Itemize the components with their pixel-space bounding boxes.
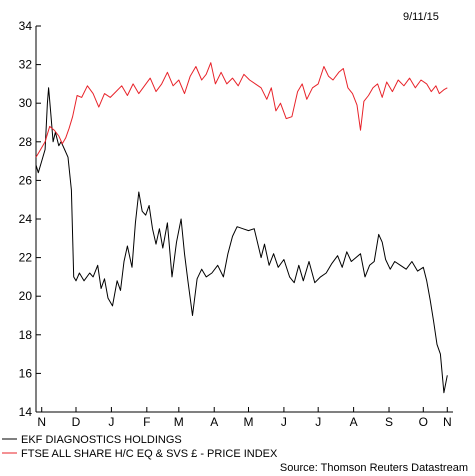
y-axis: 14 16 18 20 22 24 26 28 30 32 34: [19, 19, 41, 419]
y-tick-label: 26: [19, 173, 33, 187]
y-tick-label: 16: [19, 366, 33, 380]
x-tick-label: J: [315, 415, 321, 429]
x-tick-label: A: [210, 415, 218, 429]
x-tick-label: J: [281, 415, 287, 429]
legend: EKF DIAGNOSTICS HOLDINGS FTSE ALL SHARE …: [2, 434, 278, 460]
plot-frame: [35, 26, 453, 413]
x-tick-label: M: [174, 415, 184, 429]
x-tick-label: M: [243, 415, 253, 429]
y-tick-label: 28: [19, 135, 33, 149]
legend-label-ekf: EKF DIAGNOSTICS HOLDINGS: [21, 434, 182, 446]
y-tick-label: 18: [19, 328, 33, 342]
date-label: 9/11/15: [403, 11, 439, 23]
series-line-ftse: [35, 62, 448, 158]
x-tick-label: D: [72, 415, 81, 429]
series-line-ekf: [35, 87, 448, 394]
source-label: Source: Thomson Reuters Datastream: [280, 462, 468, 474]
x-tick-label: N: [37, 415, 46, 429]
x-tick-label: S: [385, 415, 393, 429]
x-tick-label: A: [350, 415, 358, 429]
y-tick-label: 14: [19, 405, 33, 419]
x-tick-label: O: [419, 415, 428, 429]
y-tick-label: 30: [19, 96, 33, 110]
y-tick-label: 24: [19, 212, 33, 226]
y-tick-label: 20: [19, 289, 33, 303]
x-tick-label: F: [143, 415, 150, 429]
series-layer: [35, 62, 448, 394]
x-tick-label: N: [443, 415, 452, 429]
x-tick-label: J: [108, 415, 114, 429]
legend-label-ftse: FTSE ALL SHARE H/C EQ & SVS £ - PRICE IN…: [21, 448, 278, 460]
y-tick-label: 22: [19, 251, 33, 265]
y-tick-label: 34: [19, 19, 33, 33]
y-tick-label: 32: [19, 58, 33, 72]
